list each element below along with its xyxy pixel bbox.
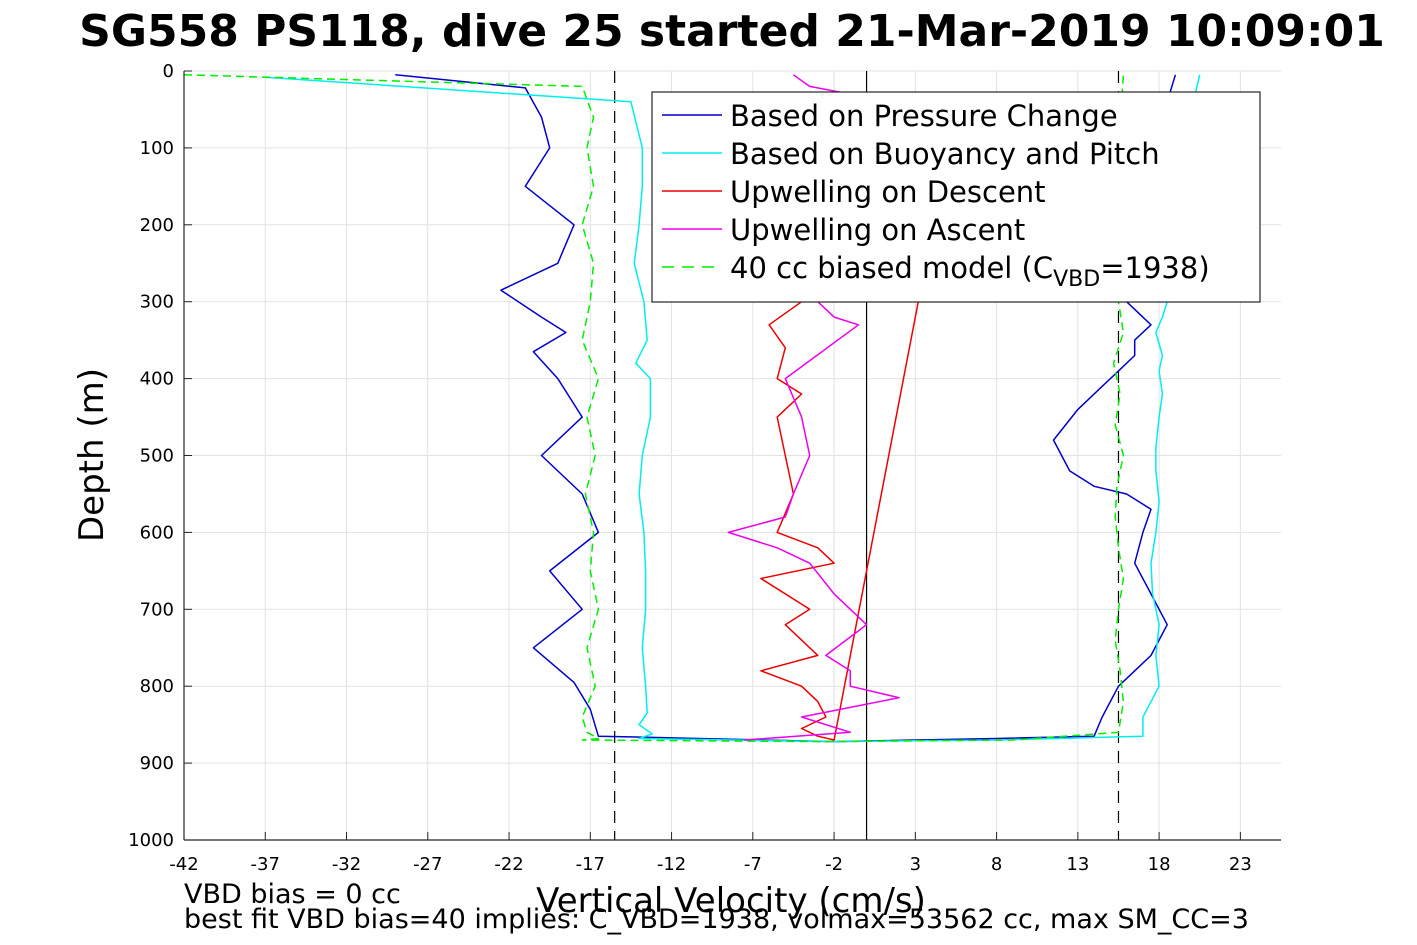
x-tick-label: 8 [991,854,1002,875]
y-tick-label: 200 [140,215,174,236]
legend-label-part: =1938) [1100,251,1209,285]
x-tick-label: -2 [825,854,843,875]
chart-title: SG558 PS118, dive 25 started 21-Mar-2019… [79,6,1385,57]
series-line-5 [727,74,900,741]
y-tick-labels: 0 100 200 300 400 500 600 700 800 900 1000 [128,61,174,851]
series-line-2 [265,74,1201,743]
x-tick-labels: -42 -37 -32 -27 -22 -17 -12 -7 -2 3 8 13 18 23 [169,854,1252,875]
y-tick-label: 100 [140,138,174,159]
y-tick-label: 0 [163,61,174,82]
x-tick-label: -22 [494,854,523,875]
series-lines [183,74,1250,743]
series-line-3 [183,74,1125,743]
y-tick-label: 500 [140,446,174,467]
y-tick-label: 800 [140,676,174,697]
x-tick-label: -32 [332,854,361,875]
y-tick-label: 400 [140,369,174,390]
axes-frame [183,70,1281,841]
legend-label-subscript: VBD [1053,267,1100,292]
y-axis-label: Depth (m) [72,368,112,542]
x-tick-label: -27 [413,854,442,875]
x-tick-label: -37 [251,854,280,875]
y-tick-label: 700 [140,599,174,620]
x-tick-label: -7 [744,854,762,875]
legend-label: Based on Buoyancy and Pitch [730,137,1160,171]
x-tick-label: 23 [1229,854,1252,875]
x-axis-label: Vertical Velocity (cm/s) [536,881,926,921]
series-line-4 [760,116,1184,741]
legend-box [651,91,1261,303]
legend-label: 40 cc biased model (CVBD=1938) [730,251,1210,292]
footer-best-fit: best fit VBD bias=40 implies: C_VBD=1938… [184,904,1249,935]
legend-label: Upwelling on Descent [730,175,1046,209]
legend-label: Based on Pressure Change [730,99,1118,133]
legend-label: Upwelling on Ascent [730,213,1025,247]
footer-vbd-bias: VBD bias = 0 cc [184,879,401,910]
x-tick-label: 13 [1066,854,1089,875]
y-tick-label: 300 [140,292,174,313]
x-tick-label: -12 [657,854,686,875]
y-tick-label: 600 [140,522,174,543]
y-tick-label: 900 [140,753,174,774]
x-tick-label: 18 [1148,854,1171,875]
legend: Based on Pressure Change Based on Buoyanc… [651,91,1261,303]
y-tick-label: 1000 [128,830,174,851]
x-tick-label: -17 [576,854,605,875]
series-line-1 [395,74,1250,743]
x-tick-label: 3 [910,854,921,875]
legend-label-part: 40 cc biased model (C [730,251,1053,285]
x-tick-label: -42 [169,854,198,875]
